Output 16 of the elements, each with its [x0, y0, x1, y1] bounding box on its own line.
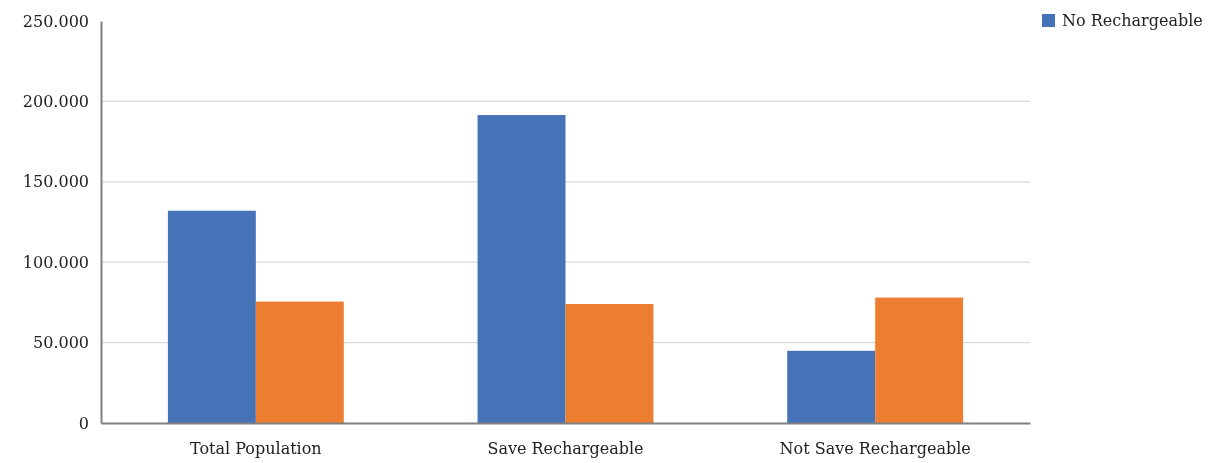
- bar: [477, 115, 566, 423]
- y-tick-label: 200.000: [22, 92, 89, 112]
- bar: [255, 301, 344, 423]
- y-tick-label: 250.000: [22, 11, 89, 31]
- y-tick-label: 50.000: [33, 333, 89, 353]
- x-tick-label: Save Rechargeable: [487, 439, 644, 459]
- x-tick-label: Total Population: [190, 439, 322, 459]
- x-tick-label: Not Save Rechargeable: [779, 439, 971, 459]
- y-tick-label: 150.000: [22, 172, 89, 192]
- y-tick-label: 100.000: [22, 252, 89, 272]
- legend-label: No Rechargeable: [1062, 11, 1203, 30]
- bar: [167, 210, 256, 423]
- bar: [875, 297, 964, 423]
- bar: [565, 304, 654, 423]
- bar: [787, 350, 876, 423]
- y-tick-label: 0: [78, 413, 89, 433]
